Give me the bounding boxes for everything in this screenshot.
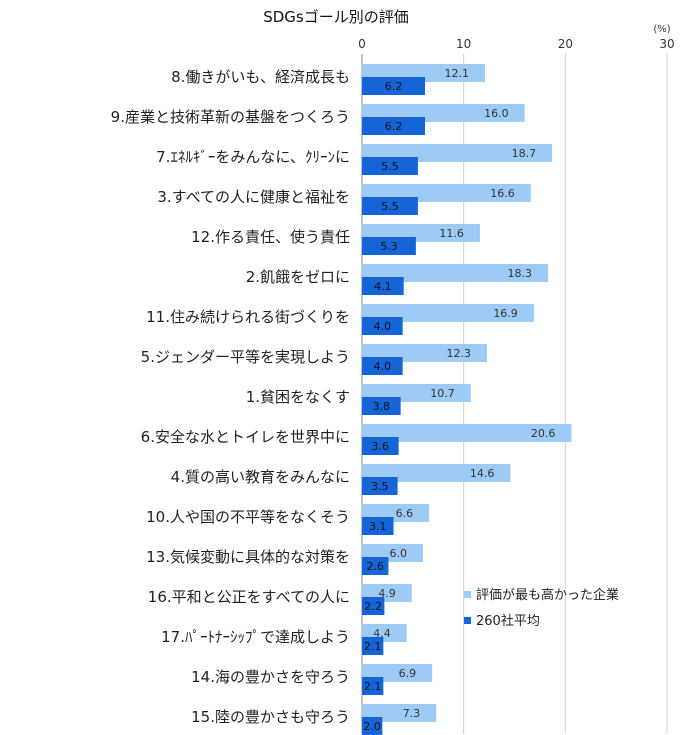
legend-swatch-company xyxy=(464,591,471,598)
data-label-average: 2.6 xyxy=(366,560,384,573)
bar-average xyxy=(362,77,426,95)
bar-company xyxy=(362,424,572,442)
category-label: 9.産業と技術革新の基盤をつくろう xyxy=(111,108,350,126)
data-label-company: 10.7 xyxy=(430,387,455,400)
data-label-company: 16.6 xyxy=(490,187,515,200)
bar-company xyxy=(362,264,549,282)
bar-average xyxy=(362,357,403,375)
data-label-company: 18.3 xyxy=(508,267,533,280)
category-label: 12.作る責任、使う責任 xyxy=(191,228,350,246)
data-label-average: 5.5 xyxy=(381,200,399,213)
data-label-average: 5.3 xyxy=(380,240,398,253)
data-label-company: 12.1 xyxy=(445,67,470,80)
data-label-company: 11.6 xyxy=(439,227,464,240)
data-label-company: 4.4 xyxy=(373,627,391,640)
category-labels: 8.働きがいも、経済成長も 9.産業と技術革新の基盤をつくろう 7.ｴﾈﾙｷﾞｰをみ… xyxy=(111,68,350,726)
category-label: 5.ジェンダー平等を実現しよう xyxy=(141,348,350,366)
data-label-average: 5.5 xyxy=(381,160,399,173)
x-tick-label: 10 xyxy=(456,37,471,51)
bar-average xyxy=(362,277,404,295)
data-label-average: 6.2 xyxy=(385,120,403,133)
data-label-average: 3.5 xyxy=(371,480,389,493)
x-tick-label: 0 xyxy=(358,37,366,51)
data-label-company: 6.0 xyxy=(390,547,408,560)
data-label-company: 20.6 xyxy=(531,427,556,440)
category-label: 2.飢餓をゼロに xyxy=(246,268,350,286)
category-label: 17.ﾊﾟｰﾄﾅｰｼｯﾌﾟで達成しよう xyxy=(161,628,350,646)
bar-average xyxy=(362,317,403,335)
data-label-average: 3.1 xyxy=(369,520,387,533)
data-label-company: 6.9 xyxy=(399,667,417,680)
bar-average xyxy=(362,397,401,415)
bar-average xyxy=(362,677,384,695)
x-axis-ticks: 0 10 20 30 xyxy=(358,37,674,51)
category-label: 13.気候変動に具体的な対策を xyxy=(146,548,350,566)
bar-average xyxy=(362,637,384,655)
data-label-average: 4.0 xyxy=(374,320,392,333)
chart-title: SDGsゴール別の評価 xyxy=(263,8,409,26)
data-label-average: 6.2 xyxy=(385,80,403,93)
data-label-average: 2.1 xyxy=(364,640,382,653)
data-label-company: 14.6 xyxy=(470,467,495,480)
data-label-company: 12.3 xyxy=(447,347,472,360)
category-label: 15.陸の豊かさも守ろう xyxy=(191,708,350,726)
legend: 評価が最も高かった企業 260社平均 xyxy=(464,587,619,629)
x-tick-label: 30 xyxy=(659,37,674,51)
data-label-company: 16.0 xyxy=(484,107,509,120)
unit-label: (%) xyxy=(653,24,670,35)
data-label-company: 16.9 xyxy=(493,307,518,320)
bar-average xyxy=(362,237,416,255)
bar-average xyxy=(362,477,398,495)
category-label: 11.住み続けられる街づくりを xyxy=(146,308,350,326)
legend-label-average: 260社平均 xyxy=(476,613,540,629)
category-label: 16.平和と公正をすべての人に xyxy=(148,588,350,606)
data-label-company: 6.6 xyxy=(396,507,414,520)
category-label: 4.質の高い教育をみんなに xyxy=(171,468,350,486)
data-label-average: 2.1 xyxy=(364,680,382,693)
bar-average xyxy=(362,517,394,535)
data-label-company: 4.9 xyxy=(378,587,396,600)
x-tick-label: 20 xyxy=(558,37,573,51)
category-label: 3.すべての人に健康と福祉を xyxy=(157,188,350,206)
data-label-average: 4.1 xyxy=(374,280,392,293)
data-label-average: 2.0 xyxy=(363,720,381,733)
bar-company xyxy=(362,304,534,322)
legend-swatch-average xyxy=(464,617,471,624)
bar-company xyxy=(362,464,511,482)
bar-average xyxy=(362,117,426,135)
data-label-average: 3.8 xyxy=(373,400,391,413)
data-label-average: 2.2 xyxy=(364,600,382,613)
category-label: 8.働きがいも、経済成長も xyxy=(171,68,350,86)
bar-average xyxy=(362,437,399,455)
bar-average xyxy=(362,157,418,175)
bar-average xyxy=(362,197,418,215)
category-label: 6.安全な水とトイレを世界中に xyxy=(141,428,350,446)
category-label: 14.海の豊かさを守ろう xyxy=(191,668,350,686)
bars-layer: 12.1 6.2 16.0 6.2 18.7 5.5 16.6 5.5 11.6 5.3 18.3 4… xyxy=(362,64,572,735)
data-label-company: 18.7 xyxy=(512,147,537,160)
data-label-average: 4.0 xyxy=(374,360,392,373)
bar-average xyxy=(362,597,385,615)
legend-label-company: 評価が最も高かった企業 xyxy=(476,587,619,603)
category-label: 1.貧困をなくす xyxy=(246,388,350,406)
category-label: 10.人や国の不平等をなくそう xyxy=(146,508,350,526)
data-label-company: 7.3 xyxy=(403,707,421,720)
data-label-average: 3.6 xyxy=(372,440,390,453)
bar-average xyxy=(362,557,389,575)
bar-average xyxy=(362,717,383,735)
category-label: 7.ｴﾈﾙｷﾞｰをみんなに、ｸﾘｰﾝに xyxy=(156,148,350,166)
